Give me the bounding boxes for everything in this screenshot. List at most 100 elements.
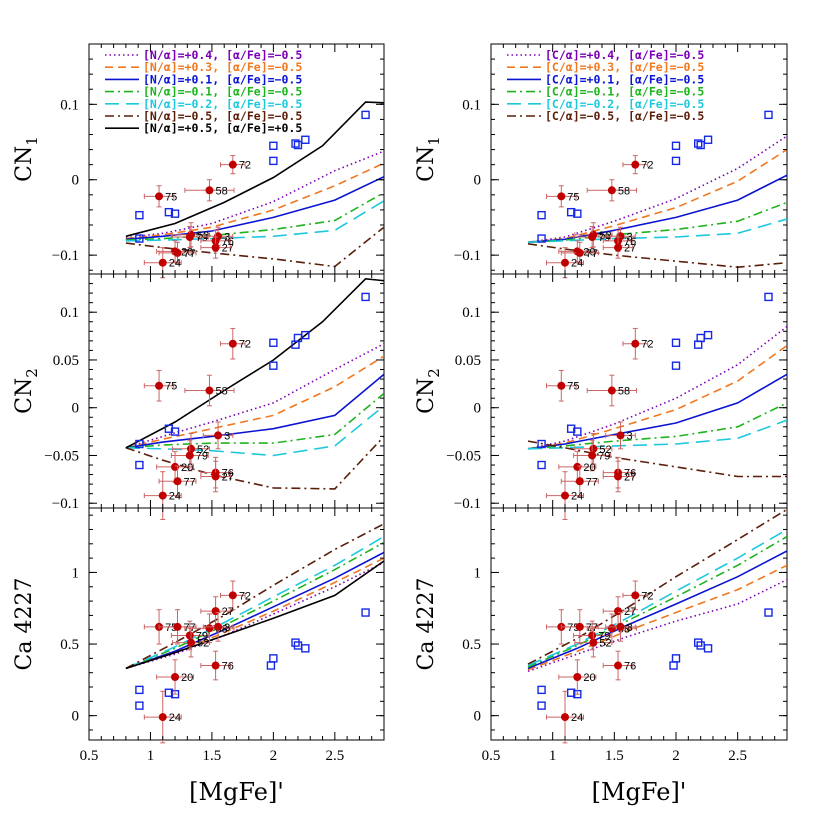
point-label-right-CN1-27: 27 — [624, 243, 636, 255]
legend-entry-left-4: [N/α]=−0.2, [α/Fe]=−0.5 — [143, 97, 302, 111]
y-tick-label-right-CN1-0: −0.1 — [454, 248, 481, 264]
legend-entry-right-1: [C/α]=+0.3, [α/Fe]=−0.5 — [545, 60, 704, 74]
model-line-left-Ca4227-2 — [125, 551, 384, 670]
legend-entry-right-0: [C/α]=+0.4, [α/Fe]=−0.5 — [545, 48, 704, 62]
open-square-right-CN1-2 — [566, 207, 576, 217]
x-tick-label-left-0: 0.5 — [80, 748, 99, 764]
points-right-Ca4227: 722775775837952762024 — [537, 580, 773, 744]
y-tick-label-right-CN2-3: 0.05 — [455, 353, 481, 369]
point-right-CN2-75 — [557, 381, 566, 390]
point-label-right-CN1-24: 24 — [571, 258, 583, 270]
open-square-left-CN2-0 — [135, 439, 144, 449]
point-right-Ca4227-3 — [616, 622, 625, 631]
open-square-right-CN1-4 — [671, 141, 681, 151]
open-square-right-Ca4227-2 — [566, 688, 576, 697]
point-left-Ca4227-72 — [228, 591, 237, 600]
y-tick-label-left-CN1-1: 0 — [72, 173, 80, 189]
open-square-right-CN2-3 — [573, 427, 582, 436]
x-tick-label-left-4: 2.5 — [325, 748, 344, 764]
legend-entry-right-2: [C/α]=+0.1, [α/Fe]=−0.5 — [545, 72, 704, 86]
point-label-left-CN1-27: 27 — [222, 243, 234, 255]
point-left-CN2-77 — [173, 477, 182, 486]
point-label-right-Ca4227-79: 79 — [598, 630, 610, 642]
open-square-left-CN2-8 — [301, 330, 310, 340]
point-label-right-Ca4227-24: 24 — [571, 712, 583, 724]
point-right-CN1-75 — [557, 192, 566, 201]
point-label-right-Ca4227-20: 20 — [583, 672, 595, 684]
point-label-left-CN2-58: 58 — [215, 386, 227, 398]
model-lines-right-CN2 — [527, 325, 787, 478]
point-left-CN2-72 — [228, 339, 237, 348]
model-line-right-Ca4227-3 — [527, 535, 787, 668]
point-left-CN1-24 — [158, 258, 167, 267]
point-label-left-Ca4227-24: 24 — [169, 712, 181, 724]
point-label-right-CN1-3: 3 — [627, 231, 633, 243]
point-label-left-Ca4227-3: 3 — [224, 622, 230, 634]
point-right-CN2-27 — [614, 472, 623, 481]
point-label-left-CN2-27: 27 — [222, 471, 234, 483]
open-square-left-CN1-3 — [170, 209, 180, 218]
point-label-right-CN1-75: 75 — [567, 191, 579, 203]
model-line-left-CN1-3 — [125, 191, 384, 241]
open-square-left-CN2-3 — [170, 427, 180, 436]
model-line-left-CN1-0 — [125, 150, 384, 239]
point-label-left-CN1-3: 3 — [224, 231, 230, 243]
y-tick-label-left-CN2-0: −0.1 — [52, 496, 79, 512]
model-line-right-CN2-5 — [527, 440, 787, 478]
model-lines-right-Ca4227 — [527, 508, 787, 673]
open-square-left-CN2-4 — [269, 338, 278, 347]
open-square-left-CN1-1 — [135, 234, 144, 243]
point-label-left-CN2-20: 20 — [181, 462, 193, 474]
open-square-right-Ca4227-1 — [537, 701, 546, 710]
panel-frame-left-CN2 — [88, 273, 385, 509]
point-label-left-CN1-75: 75 — [165, 191, 177, 203]
x-tick-label-right-1: 1 — [549, 748, 557, 764]
model-line-right-CN1-5 — [527, 243, 787, 269]
y-tick-label-right-Ca4227-1: 0.5 — [462, 637, 481, 653]
y-axis-label-left-Ca4227: Ca 4227 — [12, 578, 37, 671]
open-square-left-Ca4227-1 — [135, 701, 144, 710]
model-line-right-Ca4227-2 — [527, 550, 787, 670]
open-square-right-Ca4227-0 — [537, 685, 546, 695]
point-label-left-Ca4227-52: 52 — [197, 638, 209, 650]
point-label-left-CN1-72: 72 — [239, 160, 251, 172]
y-tick-label-left-Ca4227-1: 0.5 — [60, 637, 79, 653]
legend-entry-right-5: [C/α]=−0.5, [α/Fe]=−0.5 — [545, 109, 704, 123]
y-tick-label-right-CN1-1: 0 — [474, 173, 482, 189]
legend-entry-left-5: [N/α]=−0.5, [α/Fe]=−0.5 — [143, 109, 302, 123]
legend-entry-left-3: [N/α]=−0.1, [α/Fe]=−0.5 — [143, 85, 302, 99]
point-label-left-Ca4227-20: 20 — [181, 672, 193, 684]
open-square-left-CN2-9 — [361, 292, 370, 302]
open-square-left-Ca4227-9 — [361, 608, 370, 617]
point-right-CN2-79 — [588, 451, 597, 460]
point-left-CN1-77 — [173, 248, 182, 257]
model-line-left-CN2-2 — [125, 373, 384, 449]
point-left-Ca4227-77 — [173, 622, 182, 631]
legend-entry-left-2: [N/α]=+0.1, [α/Fe]=−0.5 — [143, 72, 302, 86]
point-label-right-CN2-20: 20 — [583, 462, 595, 474]
open-square-right-CN2-6 — [694, 340, 703, 349]
point-label-left-CN2-24: 24 — [169, 491, 181, 503]
point-right-CN1-79 — [588, 233, 597, 242]
open-square-right-CN2-1 — [537, 460, 546, 470]
open-square-left-CN1-5 — [269, 156, 278, 166]
model-lines-left-CN1 — [125, 101, 384, 268]
y-tick-label-left-CN1-0: −0.1 — [52, 248, 79, 264]
point-left-CN1-58 — [205, 186, 214, 195]
point-left-CN2-3 — [214, 431, 223, 440]
model-line-left-CN2-4 — [125, 405, 384, 457]
open-square-right-Ca4227-9 — [764, 608, 773, 617]
point-left-CN2-24 — [158, 491, 167, 500]
y-tick-label-left-CN2-2: 0 — [72, 401, 80, 417]
point-left-CN1-75 — [155, 192, 164, 201]
point-right-CN1-58 — [607, 186, 616, 195]
point-left-Ca4227-52 — [187, 638, 196, 647]
point-right-CN1-77 — [575, 248, 584, 257]
point-label-right-CN1-76: 76 — [624, 236, 636, 248]
model-line-left-CN2-1 — [125, 355, 384, 449]
point-right-CN2-58 — [607, 386, 616, 395]
open-square-right-CN2-5 — [671, 361, 681, 370]
point-label-left-CN2-79: 79 — [196, 450, 208, 462]
